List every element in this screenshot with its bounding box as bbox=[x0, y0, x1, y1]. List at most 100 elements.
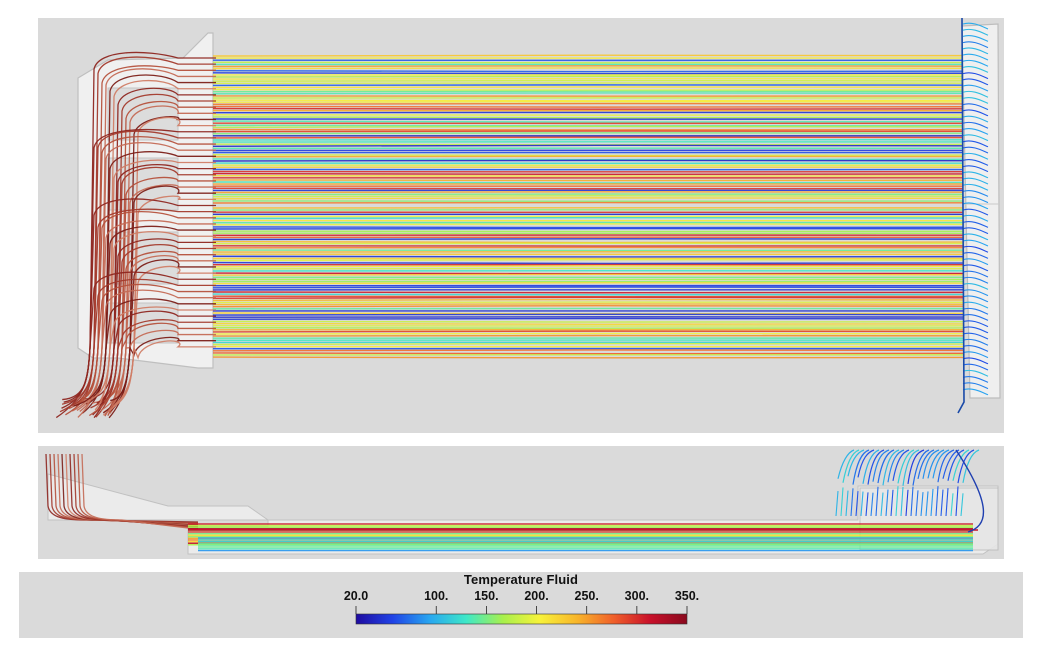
channel-streamline bbox=[212, 265, 964, 268]
channel-streamline bbox=[212, 296, 964, 299]
side-outlet-streamline bbox=[867, 449, 885, 485]
channel-streamline bbox=[212, 226, 964, 229]
channel-streamline bbox=[212, 70, 964, 73]
outlet-streamline bbox=[962, 165, 989, 173]
channel-streamline bbox=[212, 90, 964, 93]
side-outlet-streamline bbox=[910, 486, 914, 517]
side-outlet-streamline bbox=[860, 491, 864, 517]
inlet-streamline bbox=[90, 166, 216, 409]
outlet-streamline bbox=[962, 103, 989, 111]
channel-streamline bbox=[212, 317, 964, 320]
outlet-streamline bbox=[962, 22, 989, 30]
channel-streamline bbox=[212, 61, 964, 64]
inlet-streamline bbox=[107, 250, 216, 417]
outlet-streamline bbox=[962, 190, 989, 197]
channel-streamline bbox=[212, 65, 964, 68]
inlet-streamline bbox=[94, 319, 216, 414]
outlet-streamline bbox=[962, 146, 989, 154]
outlet-streamline bbox=[962, 233, 989, 241]
channel-streamline bbox=[212, 334, 964, 337]
side-outlet-streamline bbox=[940, 489, 944, 517]
side-outlet-streamline bbox=[930, 488, 934, 517]
outlet-streamline bbox=[962, 159, 989, 166]
side-outlet-streamline bbox=[907, 449, 925, 485]
side-view-streamlines bbox=[45, 449, 999, 555]
outlet-streamline bbox=[962, 338, 989, 346]
side-outlet-streamline bbox=[957, 449, 975, 484]
channel-streamline bbox=[212, 88, 964, 91]
channel-streamline bbox=[212, 320, 964, 323]
outlet-streamline bbox=[962, 264, 989, 272]
channel-streamline bbox=[212, 116, 964, 119]
channel-streamline bbox=[212, 75, 964, 78]
outlet-streamline bbox=[962, 177, 989, 185]
outlet-streamline bbox=[962, 90, 989, 98]
side-outlet-streamline bbox=[917, 449, 935, 480]
inlet-streamline bbox=[79, 289, 216, 412]
side-outlet-streamline bbox=[945, 488, 949, 517]
channel-streamline bbox=[212, 181, 964, 184]
plan-view-streamlines bbox=[55, 18, 1001, 419]
outlet-streamline bbox=[962, 59, 989, 67]
side-outlet-streamline bbox=[877, 449, 895, 484]
channel-streamline bbox=[212, 223, 964, 226]
side-outlet-streamline bbox=[912, 449, 930, 486]
channel-streamline bbox=[212, 240, 964, 244]
colorbar-tick-label: 20.0 bbox=[343, 589, 369, 603]
channel-streamline bbox=[212, 342, 964, 346]
side-outlet-streamline bbox=[842, 449, 860, 483]
outlet-streamline bbox=[957, 18, 965, 414]
outlet-streamline bbox=[962, 208, 989, 216]
inlet-streamline bbox=[100, 255, 216, 411]
side-outlet-streamline bbox=[920, 492, 924, 517]
outlet-streamline bbox=[962, 183, 989, 191]
channel-streamline bbox=[212, 305, 964, 308]
outlet-streamlines bbox=[957, 18, 989, 414]
channel-streamline bbox=[212, 332, 964, 335]
colorbar-tick-label: 200. bbox=[524, 589, 549, 603]
outlet-streamline bbox=[962, 66, 989, 73]
side-streamlines bbox=[45, 449, 985, 552]
channel-streamline bbox=[212, 286, 964, 289]
colorbar-tick-label: 350. bbox=[674, 589, 700, 603]
channel-streamline bbox=[212, 179, 964, 182]
channel-streamline bbox=[212, 261, 964, 265]
side-outlet-streamline bbox=[897, 449, 915, 484]
colorbar-title: Temperature Fluid bbox=[463, 572, 579, 587]
outlet-streamline bbox=[962, 227, 989, 235]
channel-streamline bbox=[212, 322, 964, 325]
outlet-streamline bbox=[962, 35, 989, 42]
side-outlet-streamline bbox=[862, 449, 880, 484]
side-outlet-streamline bbox=[852, 449, 870, 485]
side-outlet-streamline bbox=[845, 490, 849, 517]
outlet-streamline bbox=[962, 109, 989, 117]
channel-streamline bbox=[212, 197, 964, 200]
outlet-streamline bbox=[962, 382, 989, 390]
channel-streamline bbox=[212, 86, 964, 89]
channel-streamline bbox=[212, 255, 964, 258]
side-outlet-streamline bbox=[835, 491, 839, 517]
side-outlet-streamline bbox=[875, 486, 879, 517]
side-outlet-streamline bbox=[892, 449, 910, 481]
side-outlet-streamline bbox=[887, 449, 905, 483]
outlet-streamline bbox=[962, 78, 989, 86]
outlet-streamline bbox=[962, 332, 989, 340]
outlet-streamline bbox=[962, 258, 989, 266]
inlet-streamline bbox=[104, 329, 216, 415]
side-outlet-streamline bbox=[890, 489, 894, 517]
colorbar-tick-label: 300. bbox=[624, 589, 650, 603]
channel-streamline bbox=[212, 107, 964, 110]
outlet-streamline bbox=[962, 53, 989, 61]
channel-streamline bbox=[212, 258, 964, 262]
channel-streamline bbox=[212, 120, 964, 123]
channel-streamline bbox=[212, 291, 964, 294]
channel-streamline bbox=[212, 77, 964, 80]
side-outlet-streamline bbox=[847, 449, 865, 477]
channel-streamline bbox=[212, 72, 964, 75]
side-outlet-streamline bbox=[927, 449, 945, 479]
channel-streamline bbox=[212, 67, 964, 70]
side-outlet-streamline bbox=[932, 449, 950, 479]
side-outlet-streamline bbox=[902, 449, 920, 486]
channel-streamline bbox=[212, 191, 964, 194]
inlet-streamline bbox=[61, 271, 216, 409]
